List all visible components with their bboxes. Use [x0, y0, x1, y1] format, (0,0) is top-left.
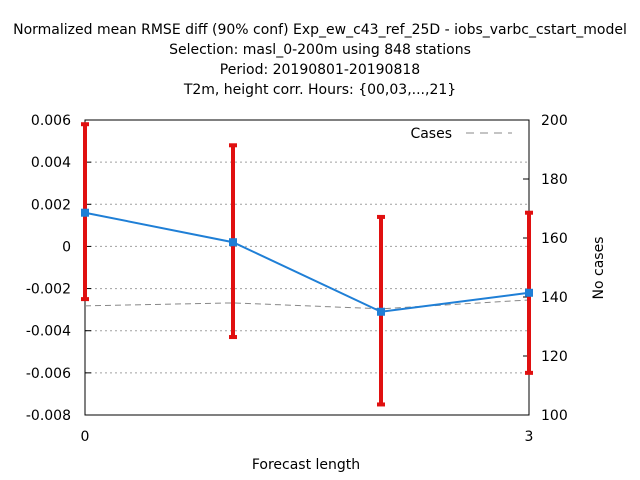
x-tick-label: 0: [81, 429, 90, 445]
data-point: [377, 307, 385, 316]
grid: [85, 161, 529, 374]
y-tick-label: -0.006: [26, 366, 71, 382]
series-line-rmse-diff: [84, 211, 530, 313]
y-tick-label: -0.008: [26, 408, 71, 424]
chart-title-line-4: T2m, height corr. Hours: {00,03,...,21}: [183, 82, 457, 98]
series: [81, 122, 533, 407]
y-tick-label: 0.002: [31, 197, 71, 213]
chart-title-line-2: Selection: masl_0-200m using 848 station…: [169, 42, 471, 58]
legend-label-cases: Cases: [410, 126, 452, 142]
y2-tick-label: 160: [541, 231, 568, 247]
y2-axis-label: No cases: [591, 237, 607, 300]
y2-axis-ticks: 200 180 160 140 120 100: [523, 113, 568, 424]
data-point: [81, 208, 89, 217]
y-tick-label: -0.002: [26, 282, 71, 298]
y2-tick-label: 100: [541, 408, 568, 424]
chart-title-line-1: Normalized mean RMSE diff (90% conf) Exp…: [13, 22, 627, 38]
y2-tick-label: 180: [541, 172, 568, 188]
y-tick-label: 0.006: [31, 113, 71, 129]
y-tick-label: -0.004: [26, 324, 71, 340]
y-tick-label: 0.004: [31, 155, 71, 171]
y2-tick-label: 140: [541, 290, 568, 306]
legend: Cases: [410, 126, 512, 142]
y-tick-label: 0: [62, 239, 71, 255]
data-point: [525, 288, 533, 297]
y2-tick-label: 120: [541, 349, 568, 365]
plot-frame: [84, 119, 530, 416]
x-axis-label: Forecast length: [252, 457, 360, 473]
y-axis-ticks: 0.006 0.004 0.002 0 -0.002 -0.004 -0.006 -0.008: [26, 113, 91, 424]
series-line-cases: [84, 299, 530, 310]
chart-title-line-3: Period: 20190801-20190818: [219, 62, 421, 78]
data-point: [229, 238, 237, 247]
x-tick-label: 3: [525, 429, 534, 445]
y2-tick-label: 200: [541, 113, 568, 129]
